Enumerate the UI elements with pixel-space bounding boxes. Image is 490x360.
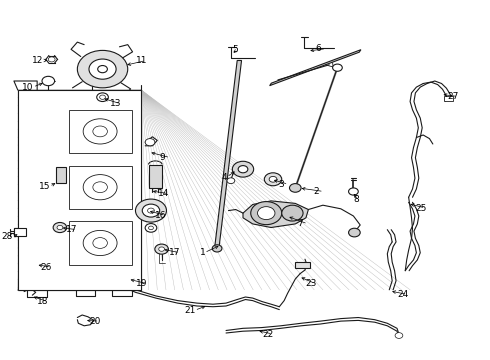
- Text: 9: 9: [160, 153, 166, 162]
- Text: 28: 28: [1, 233, 13, 242]
- Text: 13: 13: [110, 99, 122, 108]
- Circle shape: [159, 247, 165, 251]
- Text: 6: 6: [316, 44, 321, 53]
- Text: 7: 7: [297, 220, 303, 229]
- Circle shape: [53, 222, 67, 233]
- Circle shape: [142, 204, 160, 217]
- Bar: [18, 90, 141, 290]
- Text: 24: 24: [397, 290, 408, 299]
- Bar: [56, 167, 66, 183]
- Circle shape: [212, 245, 222, 252]
- Polygon shape: [243, 201, 308, 228]
- Text: 18: 18: [37, 297, 49, 306]
- Text: 27: 27: [447, 92, 459, 101]
- Text: 14: 14: [158, 189, 170, 198]
- Polygon shape: [215, 60, 242, 246]
- Bar: [148, 165, 162, 188]
- Circle shape: [348, 188, 358, 195]
- Circle shape: [97, 93, 108, 102]
- Text: 25: 25: [415, 204, 426, 212]
- Bar: [69, 110, 132, 153]
- Text: 17: 17: [66, 225, 78, 234]
- Circle shape: [83, 119, 117, 144]
- Circle shape: [227, 178, 235, 184]
- Text: 3: 3: [278, 180, 284, 189]
- Text: 8: 8: [353, 195, 359, 204]
- Circle shape: [333, 64, 343, 71]
- Circle shape: [83, 175, 117, 200]
- Text: 1: 1: [199, 248, 205, 257]
- Bar: [444, 96, 453, 101]
- Text: 10: 10: [22, 83, 34, 92]
- Text: 11: 11: [135, 56, 147, 65]
- Text: 19: 19: [136, 279, 148, 288]
- Circle shape: [238, 166, 248, 173]
- Circle shape: [42, 76, 54, 86]
- Circle shape: [145, 224, 157, 232]
- Bar: [69, 221, 132, 265]
- Circle shape: [264, 173, 282, 186]
- Circle shape: [232, 161, 254, 177]
- Text: 2: 2: [313, 187, 319, 196]
- Text: 12: 12: [32, 56, 44, 65]
- Circle shape: [148, 226, 153, 230]
- Bar: [295, 262, 310, 268]
- Circle shape: [93, 126, 107, 137]
- Bar: [14, 228, 26, 236]
- Circle shape: [251, 202, 282, 225]
- Circle shape: [98, 66, 107, 73]
- Circle shape: [147, 208, 154, 213]
- Text: 21: 21: [184, 306, 196, 315]
- Circle shape: [155, 244, 169, 254]
- Circle shape: [93, 182, 107, 193]
- Text: 5: 5: [232, 45, 238, 54]
- Circle shape: [135, 199, 167, 222]
- Circle shape: [89, 59, 116, 79]
- Circle shape: [290, 184, 301, 192]
- Text: 26: 26: [41, 263, 52, 272]
- Text: 23: 23: [305, 279, 317, 288]
- Circle shape: [282, 205, 303, 221]
- Circle shape: [348, 228, 360, 237]
- Circle shape: [258, 207, 275, 220]
- Text: 4: 4: [222, 173, 227, 182]
- Polygon shape: [14, 228, 26, 236]
- Text: 20: 20: [89, 317, 100, 325]
- Circle shape: [395, 333, 403, 338]
- Text: 22: 22: [262, 330, 273, 338]
- Circle shape: [57, 225, 63, 230]
- Circle shape: [99, 95, 105, 99]
- Text: 17: 17: [170, 248, 181, 257]
- Bar: [69, 166, 132, 209]
- Text: 15: 15: [39, 182, 50, 191]
- Circle shape: [93, 238, 107, 248]
- Text: 16: 16: [155, 211, 166, 220]
- Bar: [18, 90, 141, 290]
- Circle shape: [77, 50, 128, 88]
- Circle shape: [83, 230, 117, 256]
- Polygon shape: [270, 50, 361, 86]
- Circle shape: [269, 176, 277, 182]
- Circle shape: [49, 57, 55, 62]
- Circle shape: [145, 139, 155, 146]
